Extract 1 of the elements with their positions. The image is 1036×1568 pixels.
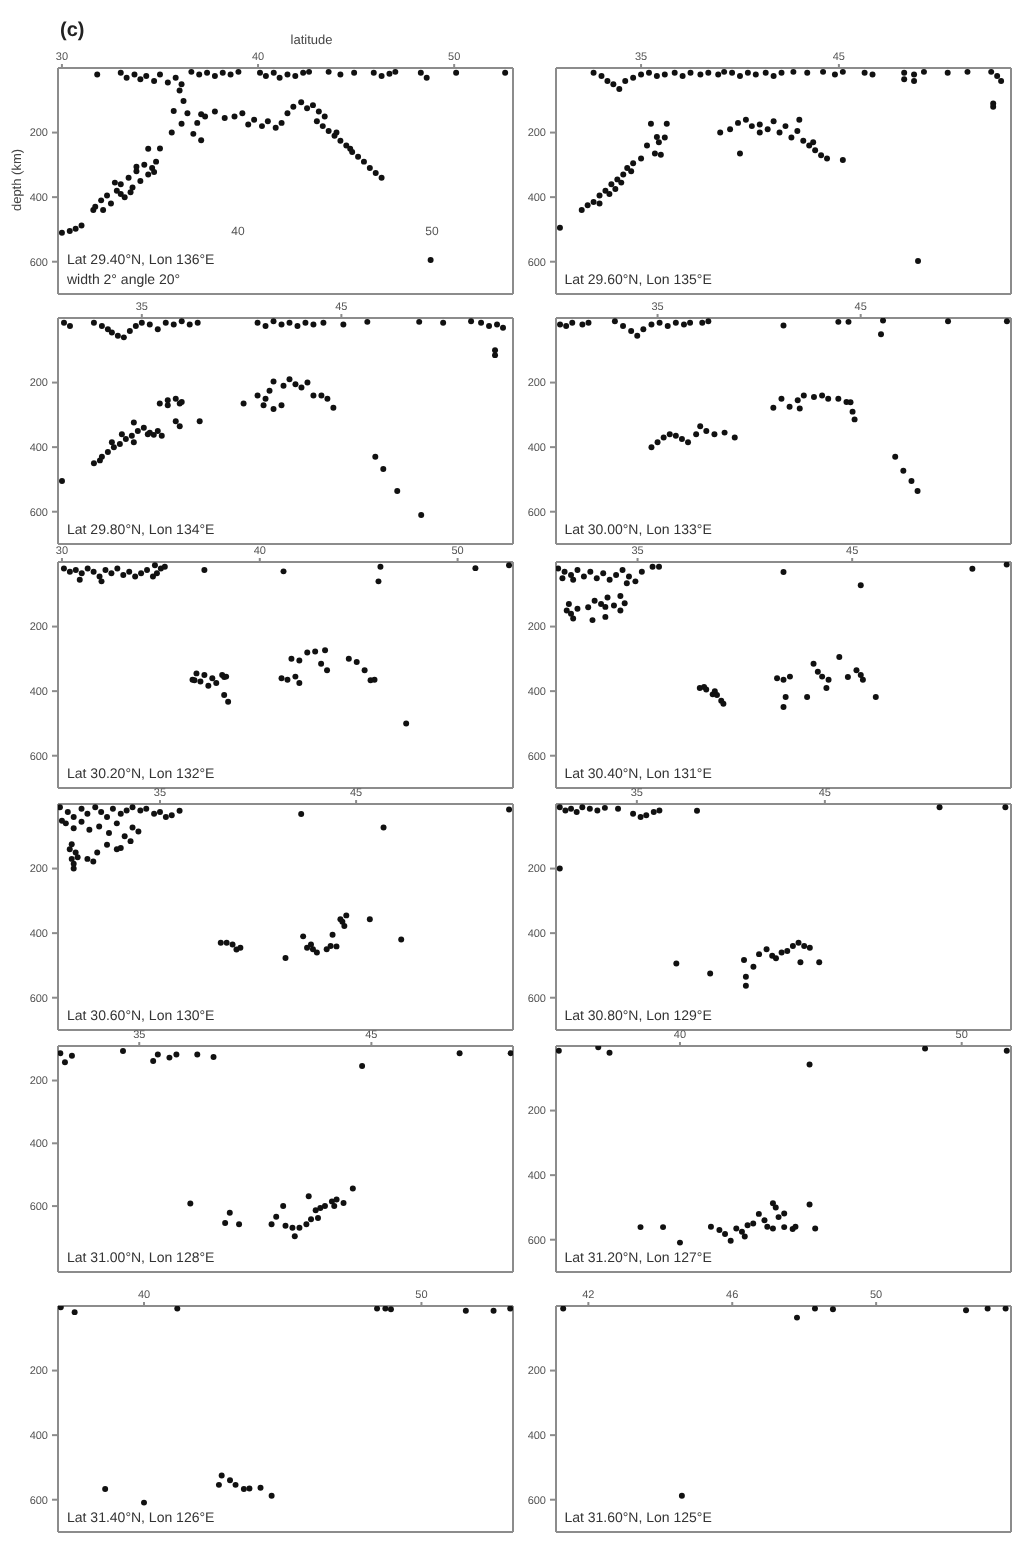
- chart-title: (c): [60, 19, 85, 41]
